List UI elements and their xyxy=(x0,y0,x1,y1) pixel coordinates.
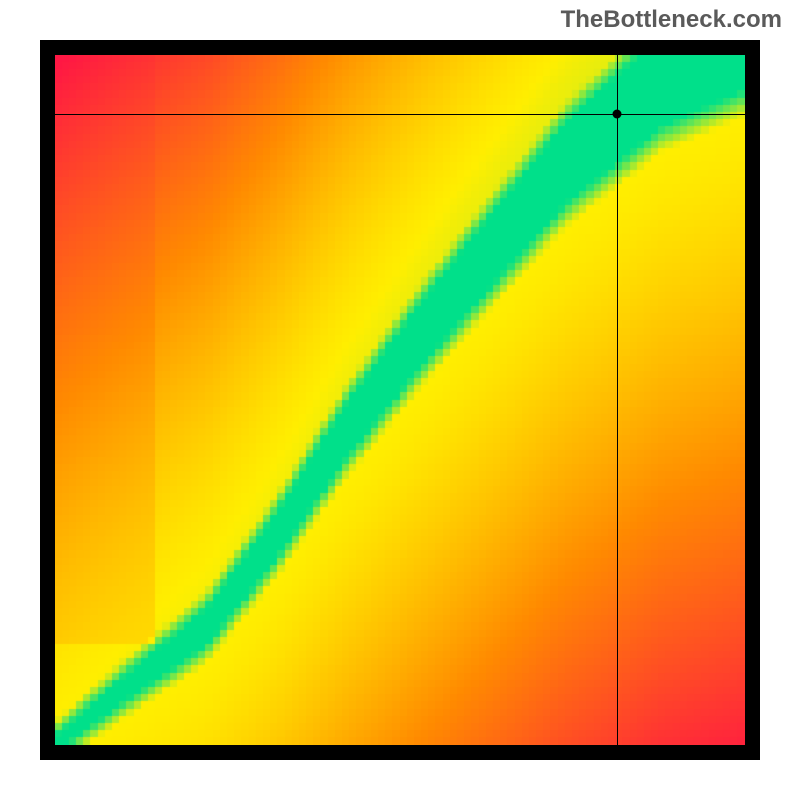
plot-area xyxy=(40,40,760,760)
crosshair-horizontal xyxy=(55,114,745,115)
heatmap-canvas xyxy=(55,55,745,745)
crosshair-vertical xyxy=(617,55,618,745)
watermark-text: TheBottleneck.com xyxy=(561,6,782,34)
crosshair-marker xyxy=(613,109,622,118)
chart-container: TheBottleneck.com xyxy=(0,0,800,800)
